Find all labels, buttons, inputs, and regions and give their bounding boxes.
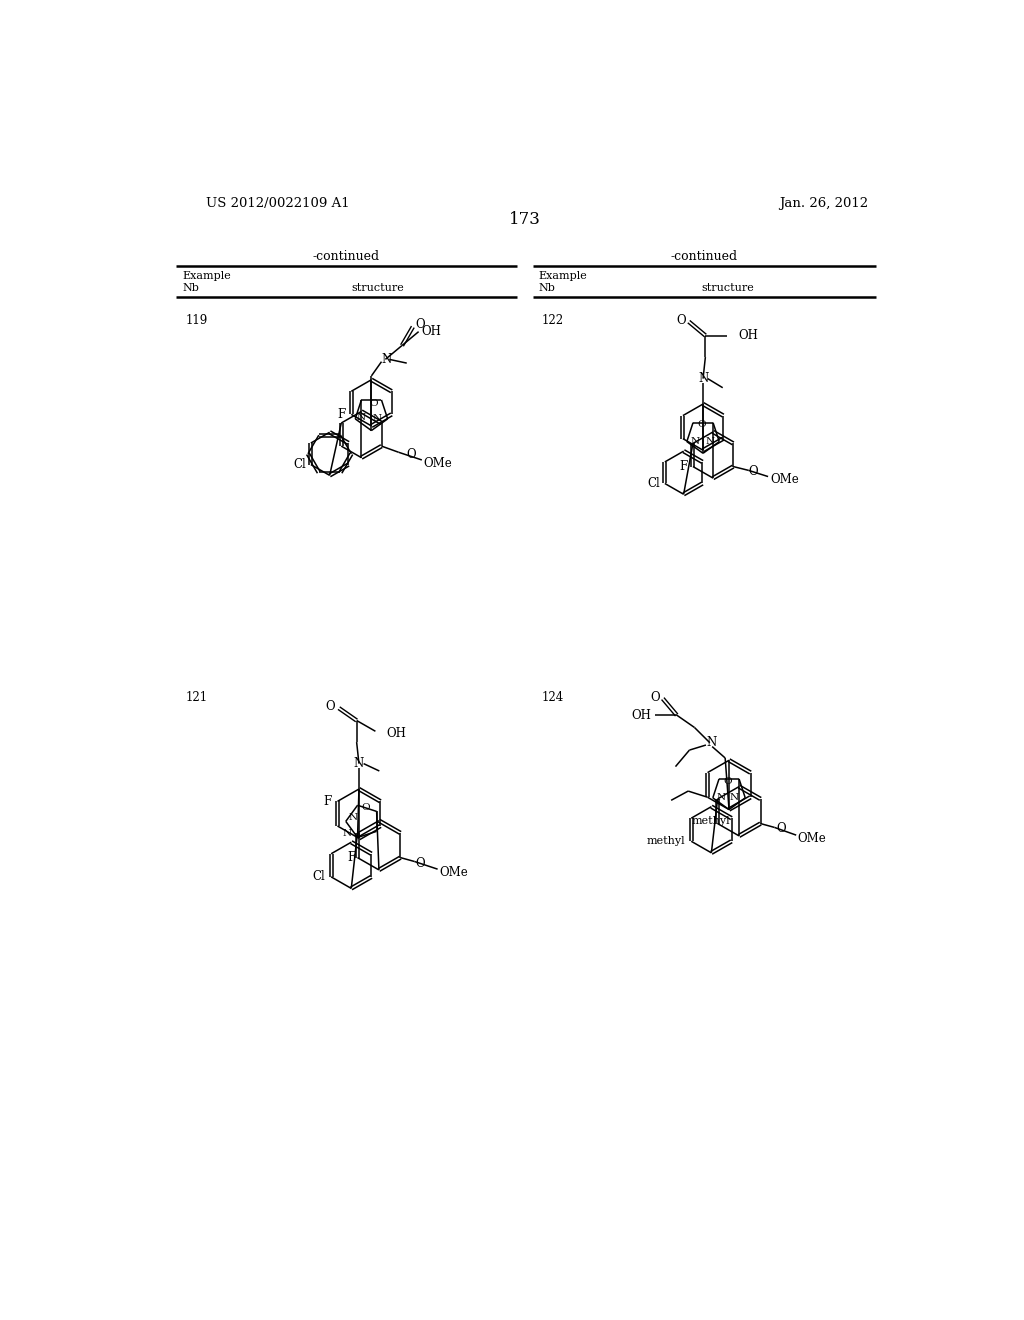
Text: OH: OH (631, 709, 651, 722)
Text: O: O (416, 857, 425, 870)
Text: F: F (347, 851, 355, 865)
Text: O: O (776, 822, 785, 836)
Text: 173: 173 (509, 211, 541, 228)
Text: N: N (373, 414, 382, 424)
Text: -continued: -continued (671, 249, 737, 263)
Text: N: N (348, 813, 357, 822)
Text: O: O (697, 421, 706, 429)
Text: Nb: Nb (182, 282, 199, 293)
Text: O: O (415, 318, 425, 331)
Text: N: N (730, 793, 739, 803)
Text: O: O (650, 690, 659, 704)
Text: Jan. 26, 2012: Jan. 26, 2012 (779, 197, 868, 210)
Text: Cl: Cl (312, 870, 325, 883)
Text: Example: Example (539, 271, 588, 281)
Text: structure: structure (701, 282, 754, 293)
Text: 119: 119 (185, 314, 208, 326)
Text: OH: OH (738, 329, 759, 342)
Text: O: O (749, 466, 758, 478)
Text: Example: Example (182, 271, 231, 281)
Text: N: N (707, 737, 717, 750)
Text: N: N (706, 437, 715, 446)
Text: OMe: OMe (439, 866, 468, 879)
Text: structure: structure (351, 282, 403, 293)
Text: Cl: Cl (294, 458, 306, 471)
Text: OH: OH (386, 727, 407, 741)
Text: O: O (676, 314, 686, 326)
Text: Cl: Cl (647, 477, 660, 490)
Text: O: O (723, 776, 731, 785)
Text: N: N (354, 758, 365, 770)
Text: N: N (698, 372, 709, 385)
Text: OMe: OMe (423, 457, 453, 470)
Text: N: N (381, 352, 391, 366)
Text: methyl: methyl (692, 816, 731, 826)
Text: O: O (407, 447, 416, 461)
Text: N: N (342, 829, 351, 838)
Text: F: F (337, 408, 345, 421)
Text: OH: OH (422, 325, 441, 338)
Text: Nb: Nb (539, 282, 556, 293)
Text: 124: 124 (542, 690, 564, 704)
Text: N: N (691, 437, 699, 446)
Text: -continued: -continued (313, 249, 380, 263)
Text: F: F (680, 461, 688, 474)
Text: methyl: methyl (646, 837, 685, 846)
Text: US 2012/0022109 A1: US 2012/0022109 A1 (206, 197, 349, 210)
Text: N: N (717, 793, 726, 803)
Text: OMe: OMe (770, 473, 799, 486)
Text: OMe: OMe (798, 832, 826, 845)
Text: 122: 122 (542, 314, 564, 326)
Text: O: O (326, 700, 335, 713)
Text: O: O (369, 399, 378, 408)
Text: F: F (323, 795, 332, 808)
Text: 121: 121 (185, 690, 208, 704)
Text: N: N (356, 413, 366, 422)
Text: O: O (361, 803, 370, 812)
